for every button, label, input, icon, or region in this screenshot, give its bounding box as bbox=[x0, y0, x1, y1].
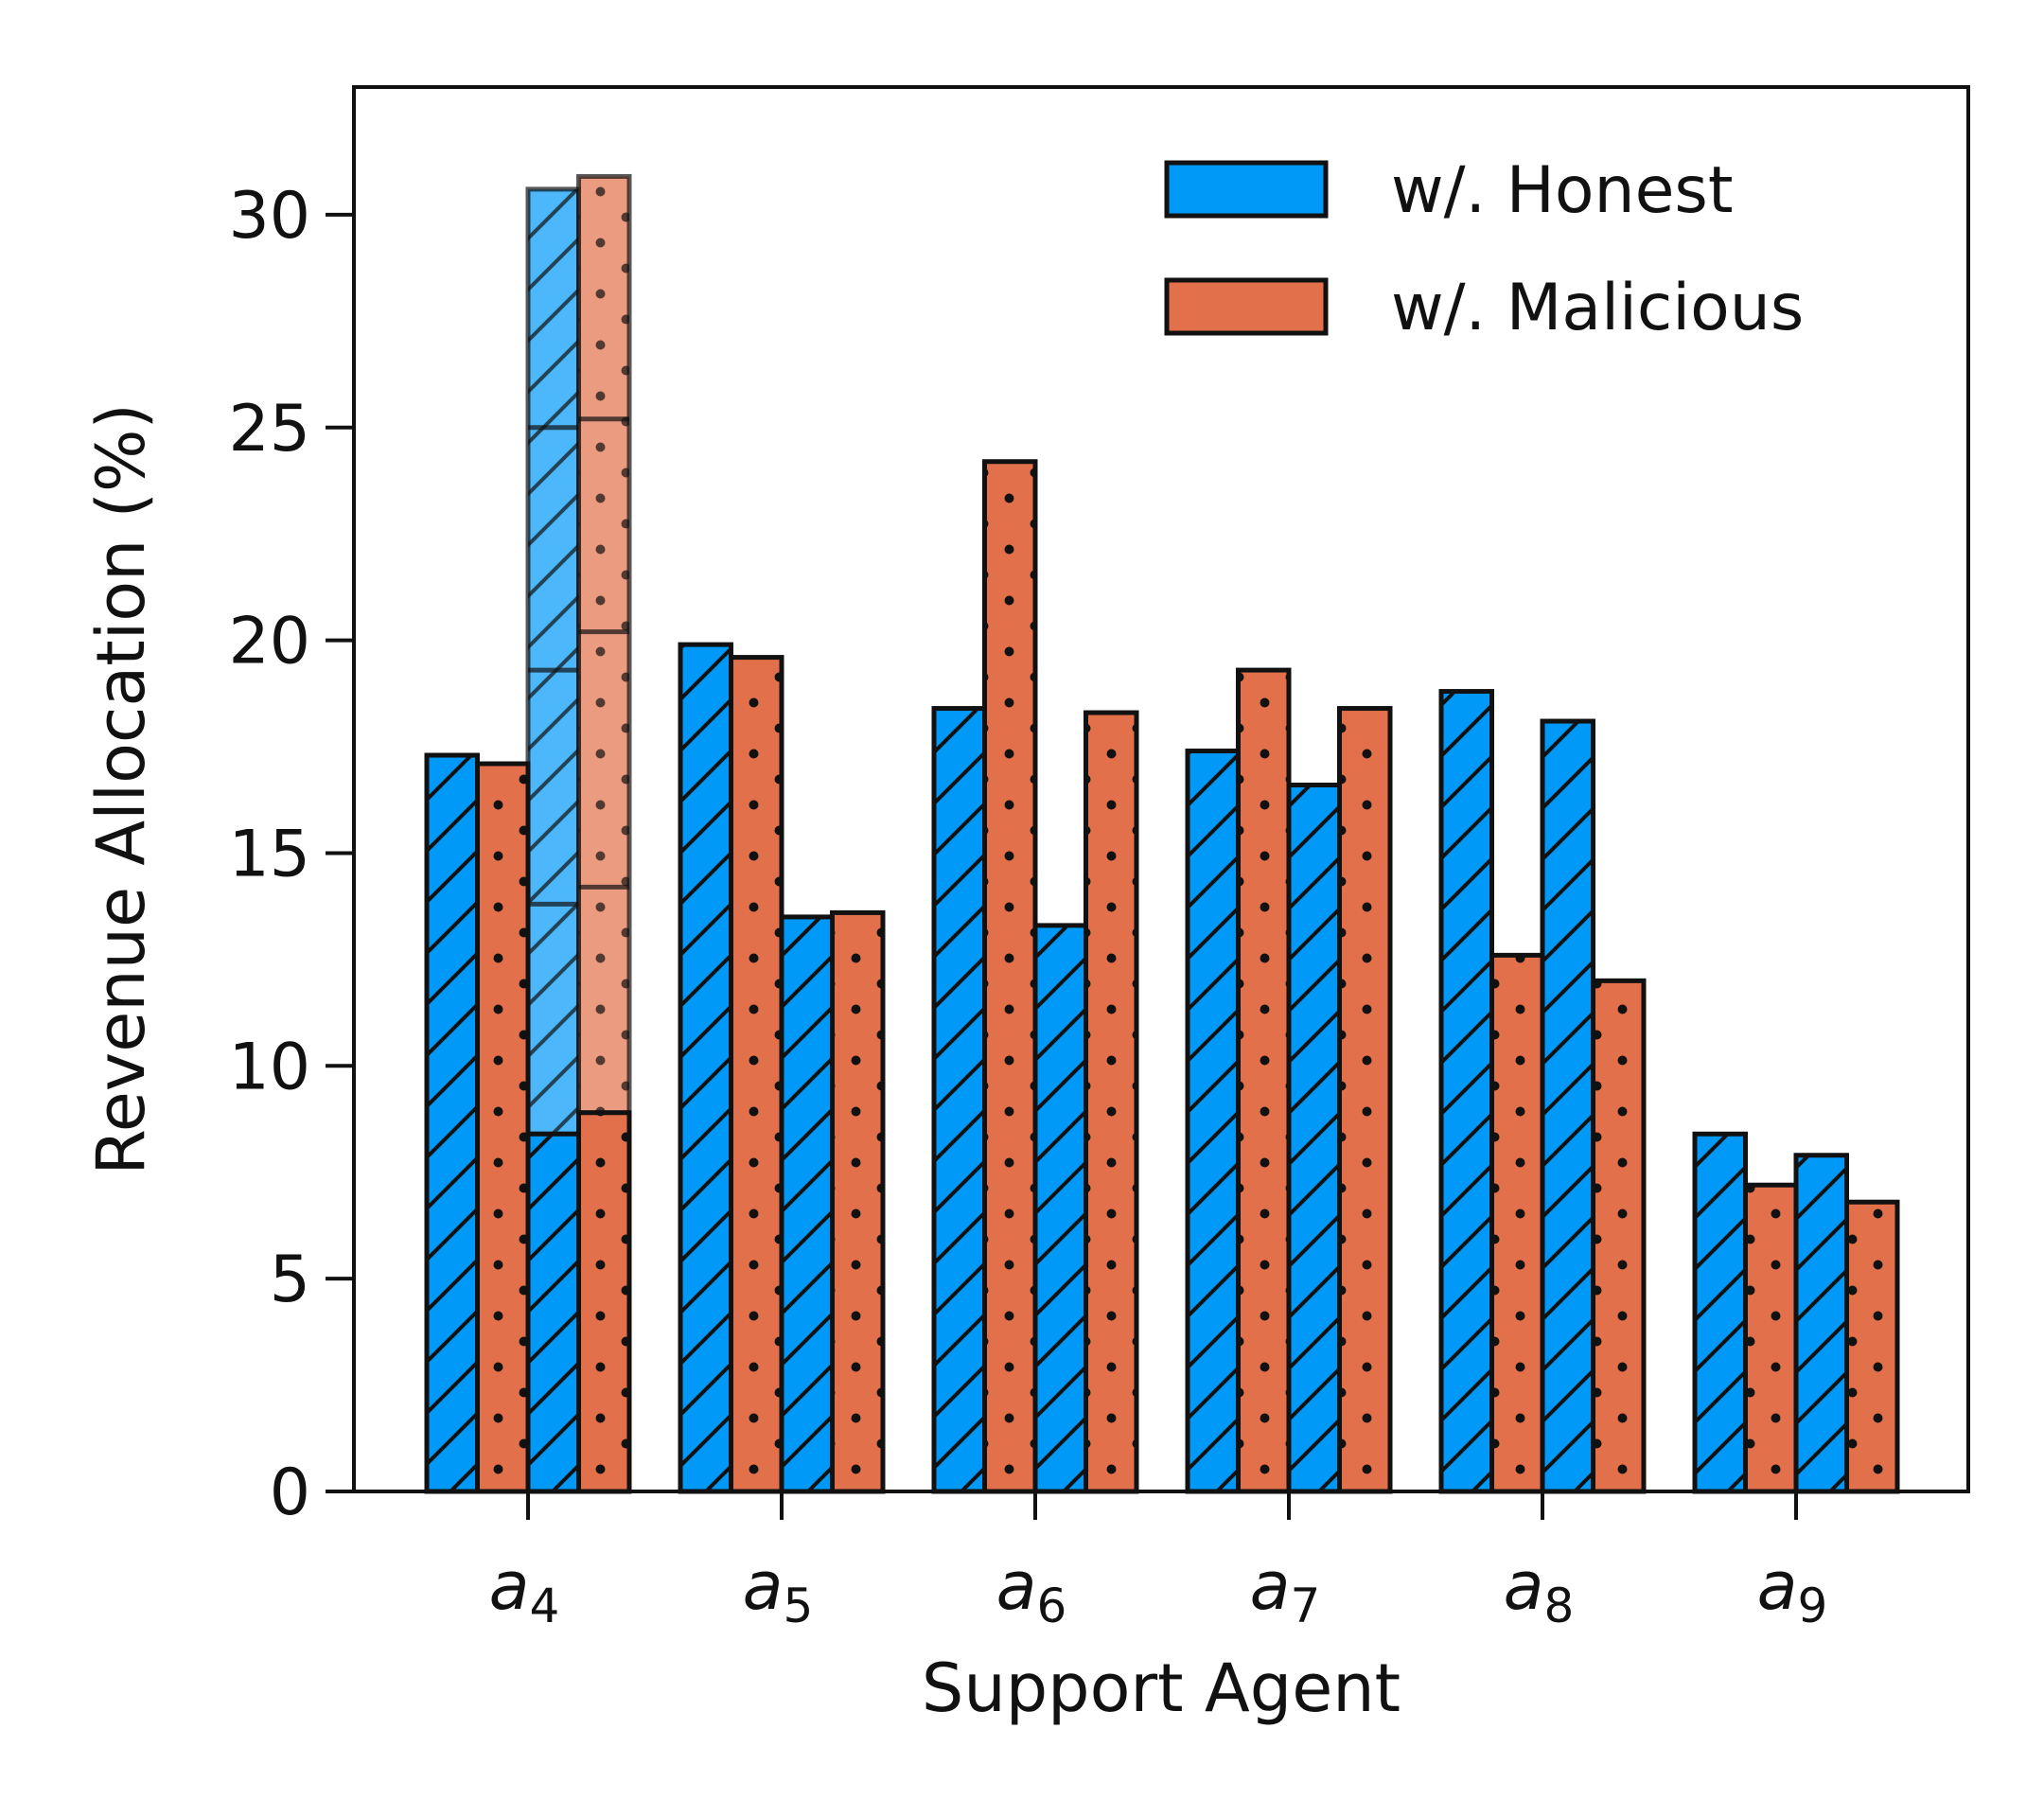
y-axis-label: Revenue Allocation (%) bbox=[82, 403, 160, 1175]
x-axis-label: Support Agent bbox=[922, 1649, 1401, 1727]
bar-hatch bbox=[1337, 706, 1393, 1494]
bar-hatch bbox=[1032, 923, 1088, 1494]
legend-label-malicious: w/. Malicious bbox=[1391, 271, 1804, 345]
legend-label-honest: w/. Honest bbox=[1391, 153, 1734, 228]
y-axis-ticks: 0 5 10 15 20 25 30 bbox=[228, 179, 354, 1530]
y-tick-label: 25 bbox=[228, 392, 310, 467]
bar-hatch bbox=[1084, 710, 1139, 1494]
bar-hatch bbox=[1185, 749, 1241, 1494]
legend-swatch-malicious bbox=[1164, 277, 1329, 336]
bar-hatch bbox=[1489, 952, 1545, 1494]
bar-hatch bbox=[576, 1110, 632, 1494]
x-tick-label: a8 bbox=[1504, 1547, 1575, 1633]
bar-hatch bbox=[830, 909, 886, 1494]
bar-hatch bbox=[1692, 1131, 1748, 1494]
bar-hatch bbox=[1591, 978, 1647, 1494]
x-tick-label: a5 bbox=[743, 1547, 814, 1633]
bars-layer bbox=[424, 173, 1900, 1494]
bar-hatch bbox=[475, 761, 531, 1494]
y-tick-label: 5 bbox=[270, 1243, 310, 1317]
x-tick-label: a4 bbox=[489, 1547, 560, 1633]
x-tick-label: a9 bbox=[1757, 1547, 1828, 1633]
bar-hatch bbox=[779, 914, 835, 1494]
plot-frame bbox=[352, 85, 1970, 1493]
bar-hatch bbox=[1844, 1199, 1900, 1494]
bar-hatch bbox=[525, 1131, 581, 1494]
bar-hatch bbox=[982, 459, 1038, 1494]
bar-hatch bbox=[1236, 667, 1292, 1494]
y-tick-label: 20 bbox=[228, 605, 310, 679]
bar-hatch bbox=[1743, 1182, 1799, 1494]
bar-hatch bbox=[1438, 689, 1494, 1494]
bar-hatch bbox=[1286, 783, 1342, 1494]
x-tick-label: a6 bbox=[996, 1547, 1067, 1633]
bar-hatch bbox=[931, 706, 987, 1494]
bar-hatch bbox=[424, 752, 480, 1494]
bar-hatch bbox=[729, 655, 784, 1494]
legend: w/. Honest w/. Malicious bbox=[1164, 153, 1804, 345]
y-tick-label: 15 bbox=[228, 817, 310, 891]
bar-hatch bbox=[678, 642, 733, 1494]
y-tick-label: 10 bbox=[228, 1030, 310, 1104]
bar-hatch bbox=[1540, 718, 1595, 1494]
x-tick-label: a7 bbox=[1250, 1547, 1321, 1633]
y-tick-label: 0 bbox=[270, 1455, 310, 1530]
x-axis-ticks: a4 a5 a6 a7 a8 a9 bbox=[489, 1491, 1828, 1633]
y-tick-label: 30 bbox=[228, 179, 310, 254]
bar-hatch bbox=[1793, 1153, 1849, 1494]
legend-swatch-honest bbox=[1164, 160, 1329, 219]
